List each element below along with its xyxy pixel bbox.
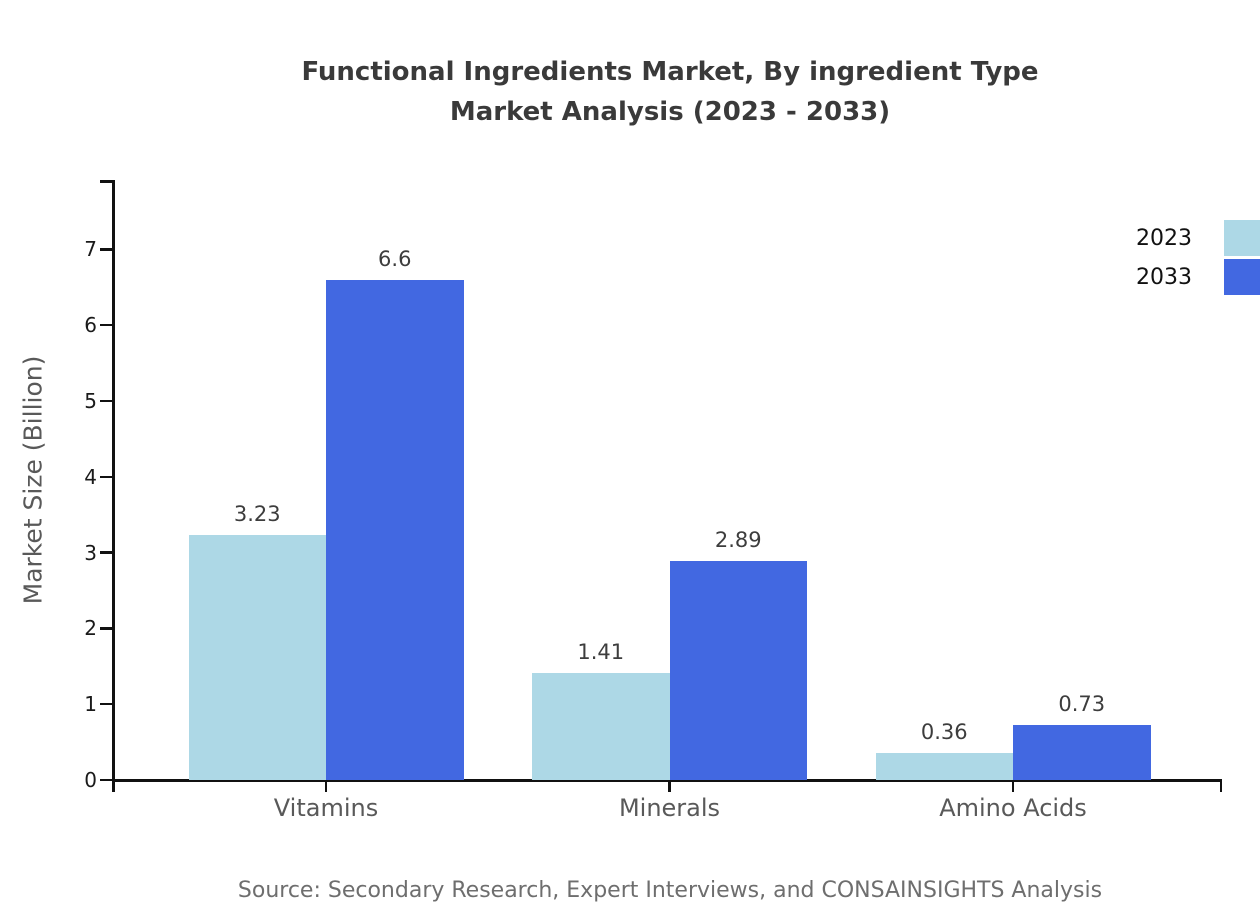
x-tick bbox=[668, 780, 671, 792]
chart-title-line-2: Market Analysis (2023 - 2033) bbox=[449, 97, 891, 127]
x-category-label-minerals: Minerals bbox=[618, 794, 721, 822]
y-tick bbox=[100, 399, 112, 403]
value-label-2033-amino-acids: 0.73 bbox=[1058, 691, 1106, 716]
y-tick-label: 3 bbox=[84, 540, 97, 565]
y-axis-label: Market Size (Billion) bbox=[18, 355, 48, 605]
legend-swatch-2033 bbox=[1224, 259, 1260, 295]
x-tick bbox=[1011, 780, 1015, 792]
legend-label-2023: 2023 bbox=[1136, 225, 1192, 251]
x-tick bbox=[324, 780, 328, 792]
value-label-2023-amino-acids: 0.36 bbox=[920, 719, 968, 744]
y-tick bbox=[100, 627, 112, 630]
x-category-label-amino-acids: Amino Acids bbox=[939, 794, 1087, 822]
x-category-label-vitamins: Vitamins bbox=[273, 794, 379, 822]
y-tick bbox=[100, 323, 112, 327]
x-axis-end-tick bbox=[1219, 780, 1222, 792]
y-tick-label: 6 bbox=[84, 313, 97, 338]
y-tick bbox=[100, 475, 112, 479]
x-axis-spine bbox=[112, 778, 1222, 782]
legend-swatch-2023 bbox=[1224, 220, 1260, 256]
y-tick bbox=[100, 248, 112, 251]
chart-title: Functional Ingredients Market, By ingred… bbox=[80, 52, 1260, 132]
legend-item-2033: 2033 bbox=[1136, 259, 1260, 295]
y-tick-label: 4 bbox=[84, 464, 97, 489]
source-note: Source: Secondary Research, Expert Inter… bbox=[237, 878, 1103, 903]
y-axis-end-tick bbox=[100, 180, 112, 183]
bar-2023-amino-acids bbox=[875, 752, 1013, 780]
value-label-2023-minerals: 1.41 bbox=[577, 640, 625, 665]
bar-2033-vitamins bbox=[326, 279, 464, 780]
bar-2033-minerals bbox=[669, 560, 807, 780]
legend-item-2023: 2023 bbox=[1136, 220, 1260, 256]
bar-2023-minerals bbox=[532, 673, 670, 780]
y-tick bbox=[100, 551, 112, 554]
value-label-2033-vitamins: 6.6 bbox=[378, 246, 412, 271]
y-tick-label: 5 bbox=[84, 389, 97, 413]
chart-title-line-1: Functional Ingredients Market, By ingred… bbox=[301, 57, 1039, 87]
y-tick bbox=[100, 702, 112, 706]
y-tick bbox=[100, 778, 112, 782]
y-tick-label: 2 bbox=[84, 616, 97, 641]
bar-2033-amino-acids bbox=[1013, 724, 1151, 780]
value-label-2023-vitamins: 3.23 bbox=[233, 502, 281, 527]
legend: 2023 2033 bbox=[1136, 220, 1260, 298]
value-label-2033-minerals: 2.89 bbox=[714, 527, 762, 552]
legend-label-2033: 2033 bbox=[1136, 264, 1192, 290]
y-tick-label: 7 bbox=[84, 237, 97, 262]
y-axis-spine bbox=[112, 180, 115, 792]
y-tick-label: 1 bbox=[84, 692, 97, 717]
bar-2023-vitamins bbox=[188, 535, 326, 780]
y-tick-label: 0 bbox=[84, 768, 97, 792]
